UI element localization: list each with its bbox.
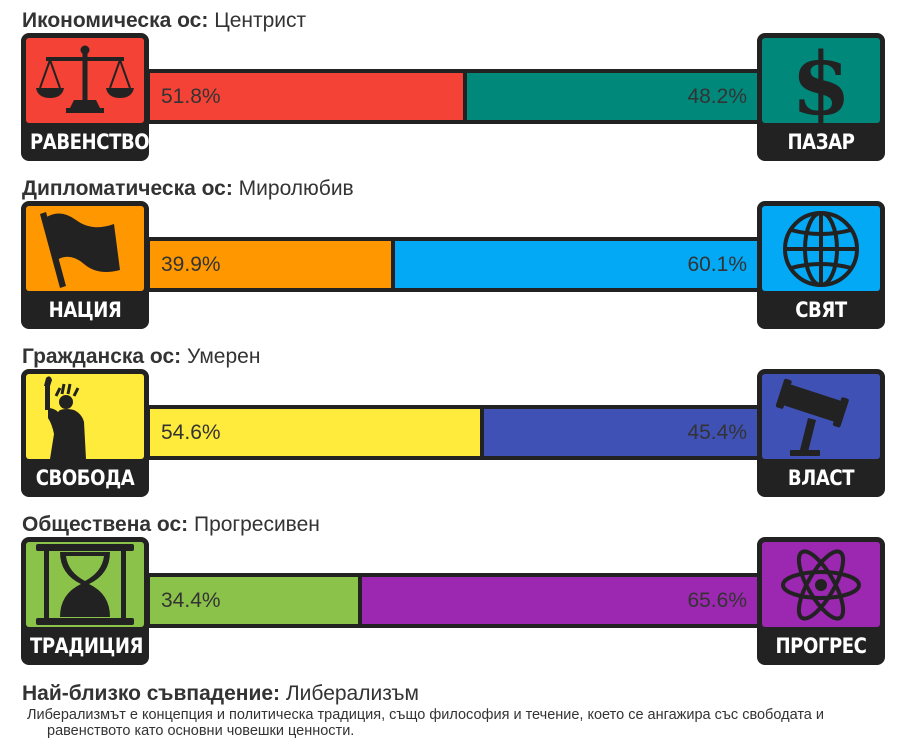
market-percent: 48.2% bbox=[687, 85, 747, 108]
atom-icon bbox=[781, 549, 861, 621]
nation-tile: НАЦИЯ bbox=[21, 201, 149, 329]
world-segment: 60.1% bbox=[395, 241, 759, 288]
closest-match-value: Либерализъм bbox=[285, 682, 419, 705]
globe-icon bbox=[783, 211, 859, 287]
economic-axis: Икономическа ос: Центрист РАВЕ bbox=[0, 0, 901, 168]
authority-label: ВЛАСТ bbox=[787, 466, 855, 490]
liberty-segment: 54.6% bbox=[150, 409, 480, 456]
axis-title: Обществена ос: Прогресивен bbox=[22, 513, 320, 536]
equality-segment: 51.8% bbox=[150, 73, 463, 120]
equality-label: РАВЕНСТВО bbox=[29, 130, 150, 154]
world-label: СВЯТ bbox=[795, 298, 847, 322]
nation-percent: 39.9% bbox=[161, 253, 221, 276]
diplomatic-axis: Дипломатическа ос: Миролюбив НАЦИЯ 39.9%… bbox=[0, 168, 901, 336]
world-percent: 60.1% bbox=[687, 253, 747, 276]
gavel-icon bbox=[775, 378, 849, 456]
market-tile: $ ПАЗАР bbox=[757, 33, 885, 161]
authority-segment: 45.4% bbox=[484, 409, 759, 456]
liberty-percent: 54.6% bbox=[161, 421, 221, 444]
societal-axis: Обществена ос: Прогресивен ТРАДИЦИЯ 34.4… bbox=[0, 504, 901, 672]
liberty-statue-icon bbox=[44, 376, 86, 459]
closest-match-description: Либерализмът е концепция и политическа т… bbox=[27, 707, 824, 739]
progress-tile: ПРОГРЕС bbox=[757, 537, 885, 665]
societal-bar: 34.4% 65.6% bbox=[146, 573, 759, 628]
hourglass-icon bbox=[36, 544, 134, 625]
economic-bar: 51.8% 48.2% bbox=[146, 69, 759, 124]
closest-match: Най-близко съвпадение: Либерализъм bbox=[22, 682, 419, 705]
tradition-percent: 34.4% bbox=[161, 589, 221, 612]
authority-percent: 45.4% bbox=[687, 421, 747, 444]
diplomatic-bar: 39.9% 60.1% bbox=[146, 237, 759, 292]
liberty-tile: СВОБОДА bbox=[21, 369, 149, 497]
nation-label: НАЦИЯ bbox=[48, 298, 122, 322]
axis-title: Дипломатическа ос: Миролюбив bbox=[22, 177, 354, 200]
civil-axis: Гражданска ос: Умерен СВОБОДА 54.6% 45.4… bbox=[0, 336, 901, 504]
tradition-segment: 34.4% bbox=[150, 577, 358, 624]
axis-title: Гражданска ос: Умерен bbox=[22, 345, 261, 368]
liberty-label: СВОБОДА bbox=[35, 466, 135, 490]
civil-bar: 54.6% 45.4% bbox=[146, 405, 759, 460]
axis-title: Икономическа ос: Центрист bbox=[22, 9, 307, 32]
scales-icon bbox=[36, 45, 134, 113]
nation-segment: 39.9% bbox=[150, 241, 391, 288]
tradition-label: ТРАДИЦИЯ bbox=[29, 634, 144, 658]
equality-percent: 51.8% bbox=[161, 85, 221, 108]
svg-text:$: $ bbox=[791, 38, 851, 123]
progress-percent: 65.6% bbox=[687, 589, 747, 612]
progress-segment: 65.6% bbox=[362, 577, 759, 624]
equality-tile: РАВЕНСТВО bbox=[21, 33, 150, 161]
authority-tile: ВЛАСТ bbox=[757, 369, 885, 497]
world-tile: СВЯТ bbox=[757, 201, 885, 329]
market-label: ПАЗАР bbox=[787, 130, 855, 154]
market-segment: 48.2% bbox=[467, 73, 759, 120]
tradition-tile: ТРАДИЦИЯ bbox=[21, 537, 149, 665]
dollar-icon: $ bbox=[791, 38, 851, 123]
progress-label: ПРОГРЕС bbox=[775, 634, 867, 658]
flag-icon bbox=[40, 212, 120, 288]
